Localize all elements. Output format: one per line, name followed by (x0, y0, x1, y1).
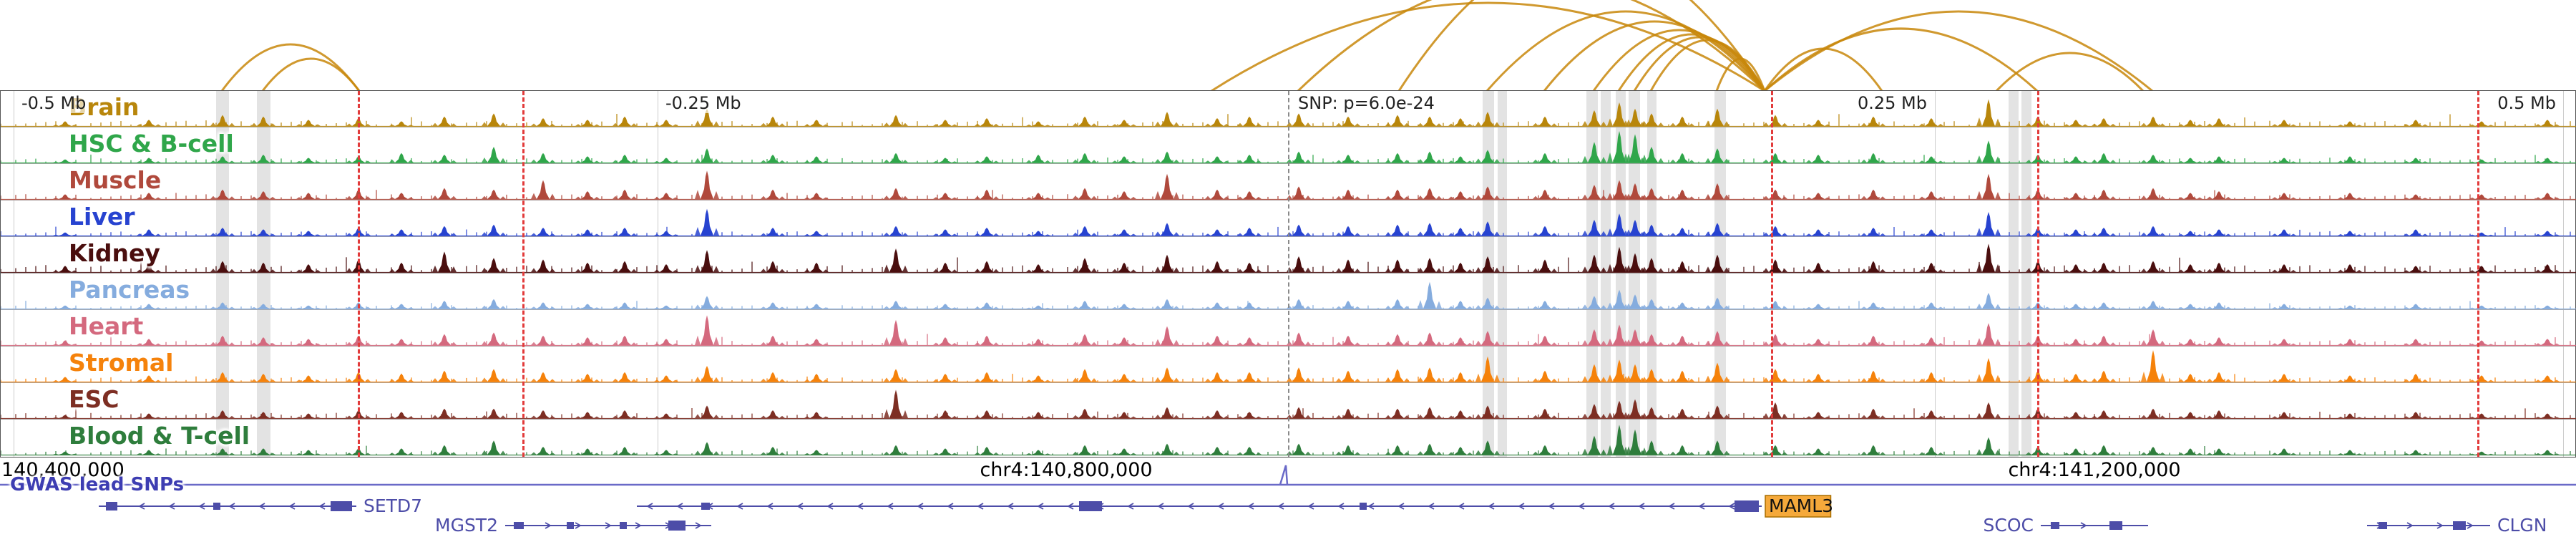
track-label-kidney[interactable]: Kidney (69, 239, 160, 267)
scale-label-minus-025mb: -0.25 Mb (663, 93, 744, 113)
interaction-arc (261, 57, 361, 91)
scale-label-plus-025mb: 0.25 Mb (1854, 93, 1930, 113)
highlight-band (1586, 91, 1598, 457)
gene-mgst2: MGST2 (435, 515, 711, 536)
highlight-band (216, 91, 229, 457)
highlight-band (1498, 91, 1507, 457)
interaction-arc (1649, 39, 1766, 91)
interaction-arc (1397, 0, 1766, 91)
highlight-band (1483, 91, 1494, 457)
interaction-arc (1764, 10, 2153, 91)
coord-label-center: chr4:140,800,000 (980, 459, 1153, 481)
gene-highlight-box (1765, 495, 1832, 518)
coord-label-left: 140,400,000 (1, 459, 125, 481)
tick-gridline (2563, 91, 2564, 457)
track-area: Brain HSC & B-cell Muscle Liver Kidney Pancre… (0, 90, 2576, 458)
gene-setd7: SETD7 (99, 495, 422, 516)
gene-annotation-panel: SETD7 MAML3 MGST2 SCOC CLGN (0, 465, 2576, 536)
track-label-pancreas[interactable]: Pancreas (69, 276, 190, 304)
snp-dashed-line (1288, 91, 1289, 457)
interaction-arc (1715, 57, 1766, 91)
track-label-liver[interactable]: Liver (69, 203, 135, 231)
interaction-arcs-panel (220, 0, 2153, 91)
gwas-snp-tick (1279, 465, 1289, 485)
signal-plot-esc (1, 390, 2576, 420)
interaction-arc (1763, 47, 1883, 91)
interaction-arc (1995, 52, 2145, 91)
coord-label-right: chr4:141,200,000 (2008, 459, 2181, 481)
track-label-blood-t-cell[interactable]: Blood & T-cell (69, 422, 250, 450)
gwas-lead-snps-track-label[interactable]: GWAS lead SNPs (10, 474, 185, 495)
interaction-arc (1211, 1, 1765, 91)
highlight-band (2021, 91, 2031, 457)
red-dashed-line (2037, 91, 2039, 457)
interaction-arc (1633, 36, 1766, 91)
red-dashed-line (358, 91, 360, 457)
interaction-arc (1485, 10, 1766, 91)
track-label-stromal[interactable]: Stromal (69, 349, 174, 377)
track-label-esc[interactable]: ESC (69, 385, 119, 413)
interaction-arc (220, 43, 361, 91)
red-dashed-line (2477, 91, 2479, 457)
gene-clgn: CLGN (2367, 515, 2547, 536)
red-dashed-line (522, 91, 525, 457)
gene-label-maml3[interactable]: MAML3 (1769, 495, 1833, 516)
interaction-arc (1543, 20, 1766, 91)
interaction-arc (1763, 27, 2039, 91)
interaction-arc (1592, 29, 1766, 91)
gene-maml3: MAML3 (637, 495, 1833, 518)
highlight-band (1647, 91, 1657, 457)
red-dashed-line (1771, 91, 1773, 457)
signal-plot-hsc-b-cell (1, 131, 2576, 164)
highlight-band (1601, 91, 1611, 457)
track-label-heart[interactable]: Heart (69, 312, 144, 340)
tick-gridline (1935, 91, 1936, 457)
interaction-arc (1297, 0, 1766, 91)
track-label-hsc-b-cell[interactable]: HSC & B-cell (69, 130, 234, 158)
gene-label-scoc[interactable]: SCOC (1984, 515, 2034, 536)
gene-label-clgn[interactable]: CLGN (2497, 515, 2547, 536)
scale-label-minus-05mb: -0.5 Mb (19, 93, 89, 113)
highlight-band (257, 91, 270, 457)
snp-pvalue-label: SNP: p=6.0e-24 (1295, 93, 1438, 113)
scale-label-plus-05mb: 0.5 Mb (2494, 93, 2559, 113)
track-overlays (1, 91, 2575, 457)
track-label-muscle[interactable]: Muscle (69, 166, 162, 194)
gene-scoc: SCOC (1984, 515, 2148, 536)
highlight-band (1629, 91, 1640, 457)
highlight-band (2009, 91, 2019, 457)
gene-label-setd7[interactable]: SETD7 (364, 495, 422, 516)
gene-label-mgst2[interactable]: MGST2 (435, 515, 498, 536)
